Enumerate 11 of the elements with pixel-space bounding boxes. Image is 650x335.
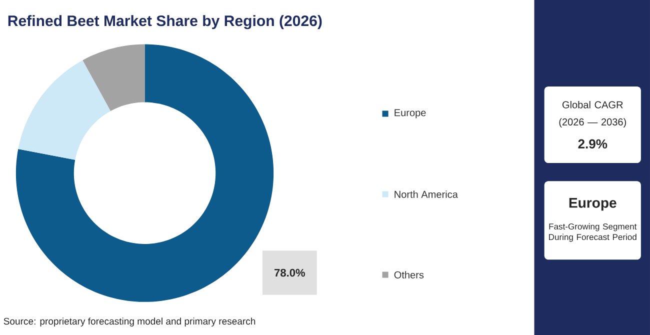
chart-title: Refined Beet Market Share by Region (2026) [8,15,322,30]
data-label: 78.0% [274,268,306,277]
legend-label: Others [394,271,424,278]
text: Europe [569,198,616,211]
source-note: Source: proprietary forecasting model and primary research [4,318,256,326]
text: 2.9% [578,139,608,148]
text: Fast-Growing Segment During Forecast Period [549,223,637,242]
text: Global CAGR [562,100,623,108]
text: (2026 — 2036) [559,118,626,128]
legend-label: Europe [394,109,426,118]
legend-label: North America [394,190,458,198]
